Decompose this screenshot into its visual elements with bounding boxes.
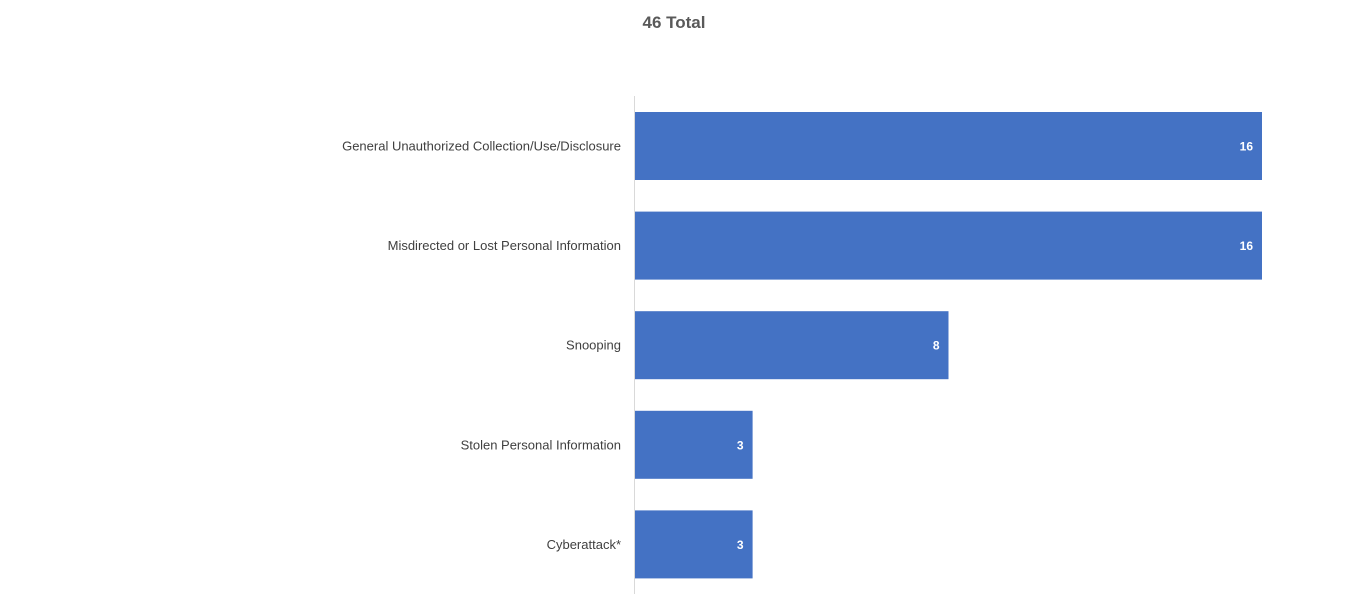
- chart-title: 46 Total: [643, 13, 706, 32]
- data-label-0: 16: [1240, 140, 1254, 154]
- category-label-1: Misdirected or Lost Personal Information: [388, 238, 621, 253]
- data-label-1: 16: [1240, 239, 1254, 253]
- category-label-0: General Unauthorized Collection/Use/Disc…: [342, 139, 621, 154]
- bar-0: [635, 112, 1262, 180]
- bars-group: General Unauthorized Collection/Use/Disc…: [342, 112, 1262, 579]
- bar-2: [635, 311, 949, 380]
- data-label-4: 3: [737, 538, 744, 552]
- category-label-4: Cyberattack*: [547, 537, 621, 552]
- category-label-2: Snooping: [566, 338, 621, 353]
- category-label-3: Stolen Personal Information: [461, 437, 621, 452]
- bar-3: [635, 410, 753, 479]
- data-label-3: 3: [737, 438, 744, 452]
- bar-1: [635, 211, 1262, 280]
- bar-4: [635, 510, 753, 579]
- data-label-2: 8: [933, 339, 940, 353]
